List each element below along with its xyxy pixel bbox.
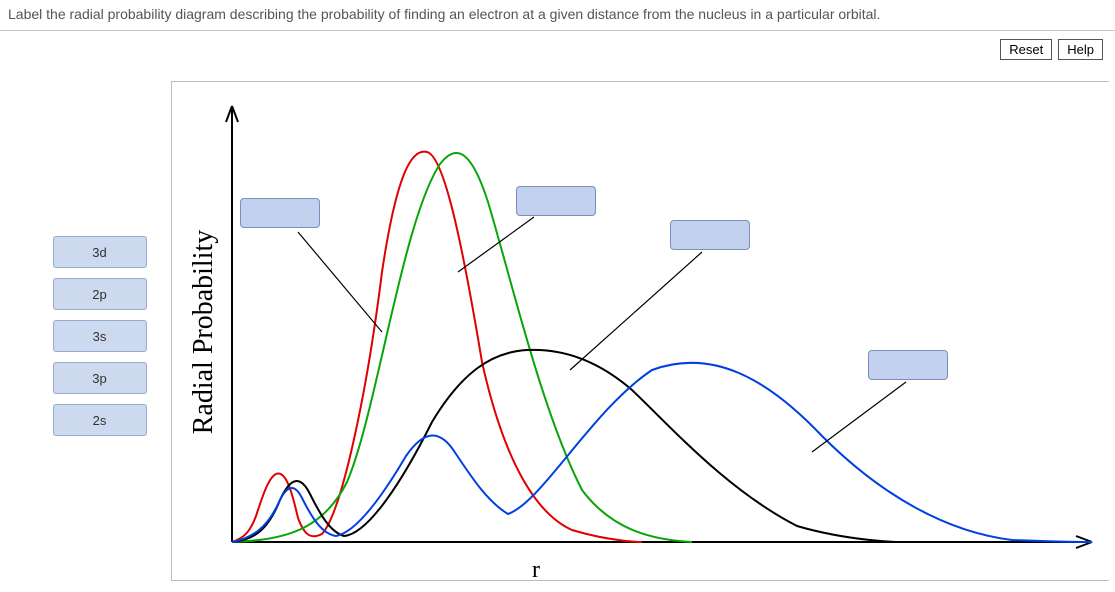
label-3s[interactable]: 3s [53,320,147,352]
leader-4 [812,382,906,452]
leader-1 [298,232,382,332]
label-2p[interactable]: 2p [53,278,147,310]
workarea: Reset Help 3d 2p 3s 3p 2s Radial Probabi… [0,31,1115,591]
reset-button[interactable]: Reset [1000,39,1052,60]
curve-3s [232,363,1092,542]
drop-target-2[interactable] [516,186,596,216]
drop-target-4[interactable] [868,350,948,380]
leader-3 [570,252,702,370]
label-2s[interactable]: 2s [53,404,147,436]
label-bank: 3d 2p 3s 3p 2s [28,81,172,581]
y-axis-label: Radial Probability [188,230,219,435]
drop-target-3[interactable] [670,220,750,250]
drop-target-1[interactable] [240,198,320,228]
leader-2 [458,217,534,272]
help-button[interactable]: Help [1058,39,1103,60]
question-text: Label the radial probability diagram des… [0,0,1115,31]
label-3p[interactable]: 3p [53,362,147,394]
button-row: Reset Help [1000,39,1103,60]
chart-area: Radial Probability r [172,81,1109,581]
x-axis-label: r [532,557,540,582]
label-3d[interactable]: 3d [53,236,147,268]
y-axis [226,106,238,542]
chart-svg: Radial Probability r [172,82,1102,582]
